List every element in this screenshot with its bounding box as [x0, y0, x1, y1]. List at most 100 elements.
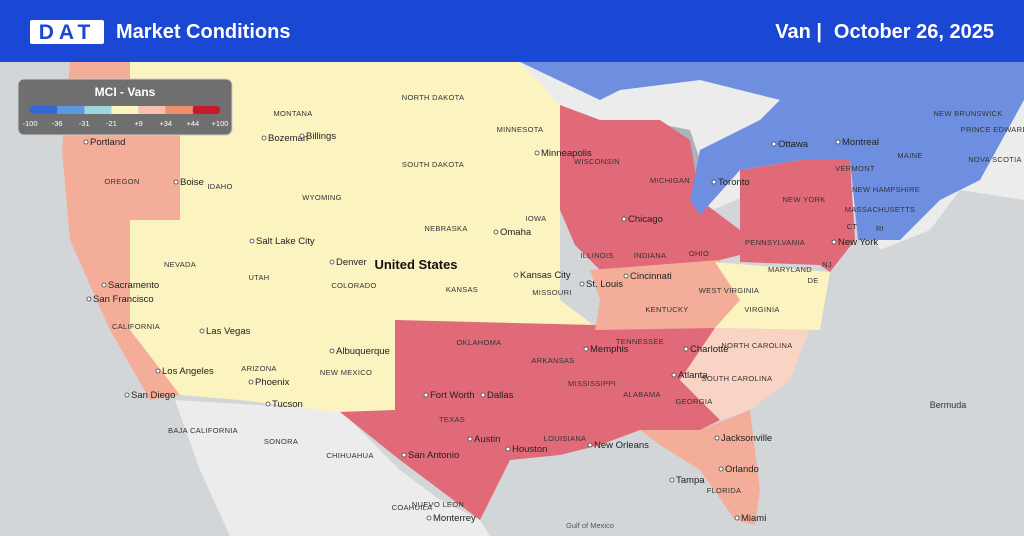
region-label: ALABAMA — [623, 390, 661, 399]
legend-swatch — [192, 106, 220, 114]
city-dot — [401, 452, 407, 458]
legend-tick: -21 — [106, 119, 117, 128]
labels: MONTANA NORTH DAKOTA MINNESOTA WISCONSIN MIC… — [83, 93, 1024, 530]
legend-tick: +100 — [212, 119, 229, 128]
city-label: Jacksonville — [721, 433, 772, 444]
city-label: Minneapolis — [541, 148, 592, 159]
city-label: Salt Lake City — [256, 236, 315, 247]
city-dot — [718, 466, 724, 472]
city-dot — [493, 229, 499, 235]
city-dot — [199, 328, 205, 334]
city-label: Atlanta — [678, 370, 708, 381]
city-dot — [173, 179, 179, 185]
region-east-canada — [520, 62, 1024, 240]
city-dot — [265, 401, 271, 407]
region-label: ARKANSAS — [531, 356, 574, 365]
legend-tick: -36 — [52, 119, 63, 128]
region-label: COAHUILA — [392, 503, 433, 512]
region-label: MINNESOTA — [497, 125, 544, 134]
city-label: San Antonio — [408, 450, 459, 461]
region-label: MARYLAND — [768, 265, 812, 274]
city-label: Denver — [336, 257, 367, 268]
city-label: Memphis — [590, 344, 629, 355]
region-south — [340, 320, 720, 520]
city-label: St. Louis — [586, 279, 623, 290]
region-label: GEORGIA — [675, 397, 712, 406]
city-label: New York — [838, 237, 878, 248]
legend-tick: -100 — [22, 119, 37, 128]
city-label: Ottawa — [778, 139, 809, 150]
legend-swatch — [165, 106, 193, 114]
city-label: Tampa — [676, 475, 705, 486]
city-dot — [505, 446, 511, 452]
city-dot — [155, 368, 161, 374]
region-label: WEST VIRGINIA — [699, 286, 759, 295]
region-midwest — [560, 105, 740, 270]
region-yellow — [130, 62, 600, 412]
legend-tick: -31 — [79, 119, 90, 128]
region-label: NEBRASKA — [424, 224, 467, 233]
city-label: Toronto — [718, 177, 750, 188]
city-label: Las Vegas — [206, 326, 251, 337]
region-label: RI — [876, 224, 884, 233]
region-label: MISSISSIPPI — [568, 379, 616, 388]
city-label: Boise — [180, 177, 204, 188]
region-label: OHIO — [689, 249, 709, 258]
region-label: MAINE — [897, 151, 922, 160]
region-label: COLORADO — [331, 281, 376, 290]
region-label: ILLINOIS — [580, 251, 613, 260]
region-label: DE — [807, 276, 818, 285]
region-label: CT — [847, 222, 858, 231]
city-label: Kansas City — [520, 270, 571, 281]
date: October 26, 2025 — [834, 21, 994, 43]
mexico — [175, 400, 490, 536]
city-dot — [671, 372, 677, 378]
region-label: OKLAHOMA — [457, 338, 502, 347]
city-label: Tucson — [272, 399, 303, 410]
city-dot — [534, 150, 540, 156]
legend-swatch — [138, 106, 166, 114]
city-dot — [583, 346, 589, 352]
region-label: SOUTH CAROLINA — [702, 374, 773, 383]
logo: DAT — [39, 21, 96, 44]
city-label: Dallas — [487, 390, 514, 401]
region-label: ARIZONA — [241, 364, 276, 373]
water-label: Gulf of Mexico — [566, 521, 614, 530]
city-dot — [835, 139, 841, 145]
city-dot — [513, 272, 519, 278]
region-label: MICHIGAN — [650, 176, 690, 185]
city-dot — [329, 348, 335, 354]
city-label: Bozeman — [268, 133, 308, 144]
city-label: Cincinnati — [630, 271, 672, 282]
header-title: Market Conditions — [116, 21, 290, 43]
legend: MCI - Vans -100 -36 -31 -21 +9 +34 +44 +100 — [17, 78, 233, 136]
region-label: VIRGINIA — [744, 305, 779, 314]
city-label: Omaha — [500, 227, 532, 238]
region-label: SONORA — [264, 437, 298, 446]
region-label: NOVA SCOTIA — [968, 155, 1022, 164]
city-dot — [299, 133, 305, 139]
region-label: SOUTH DAKOTA — [402, 160, 464, 169]
region-northeast — [740, 160, 855, 272]
region-label: IDAHO — [207, 182, 232, 191]
region-virginia — [715, 262, 830, 330]
region-label: LOUISIANA — [544, 434, 587, 443]
region-label: NEW BRUNSWICK — [933, 109, 1002, 118]
legend-swatch — [30, 106, 58, 114]
region-label: PENNSYLVANIA — [745, 238, 805, 247]
city-dot — [249, 238, 255, 244]
city-dot — [587, 442, 593, 448]
city-dot — [423, 392, 429, 398]
city-label: Albuquerque — [336, 346, 390, 357]
region-label: TEXAS — [439, 415, 465, 424]
region-west — [62, 62, 180, 400]
region-label: INDIANA — [634, 251, 667, 260]
city-label: Portland — [90, 137, 125, 148]
legend-tick: +34 — [159, 119, 172, 128]
region-label: NEW HAMPSHIRE — [852, 185, 920, 194]
city-dot — [621, 216, 627, 222]
header-bar — [0, 0, 1024, 62]
city-dot — [329, 259, 335, 265]
region-label: WYOMING — [302, 193, 342, 202]
